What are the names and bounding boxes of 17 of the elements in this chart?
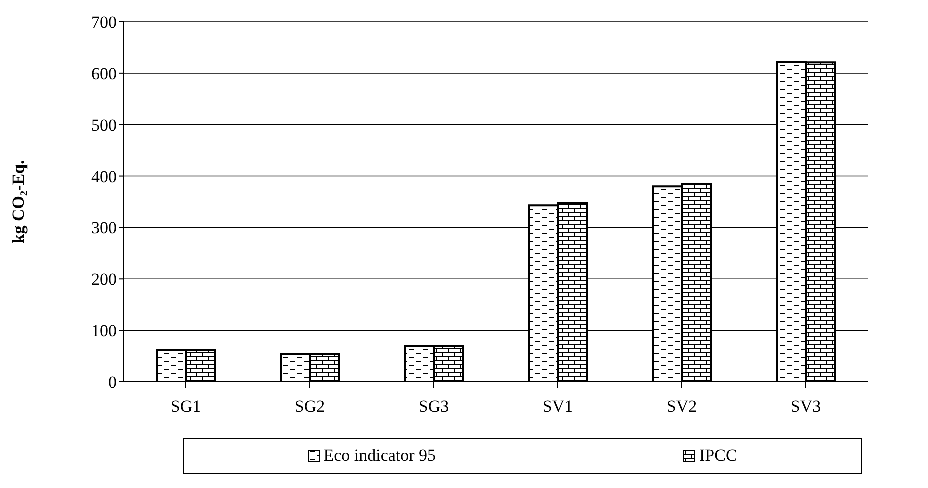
y-tick-label: 700 [92, 13, 117, 32]
legend-label: Eco indicator 95 [322, 446, 436, 466]
y-tick-label: 100 [92, 322, 117, 341]
x-tick-label: SV2 [666, 397, 698, 416]
y-tick-label: 0 [108, 373, 117, 392]
y-tick-label: 400 [92, 167, 117, 186]
y-tick-label: 600 [92, 64, 117, 84]
x-tick-label: SV1 [542, 397, 574, 416]
y-axis-title: kg CO₂-Eq. [9, 160, 28, 244]
y-tick-label: 500 [92, 116, 117, 135]
x-tick-label: SG3 [418, 397, 450, 416]
legend-label: IPCC [698, 446, 738, 466]
y-tick-label: 200 [92, 270, 117, 290]
x-tick-label: SV3 [790, 397, 822, 416]
x-tick-label: SG2 [294, 397, 326, 416]
x-tick-label: SG1 [170, 397, 202, 416]
y-tick-label: 300 [92, 218, 117, 238]
